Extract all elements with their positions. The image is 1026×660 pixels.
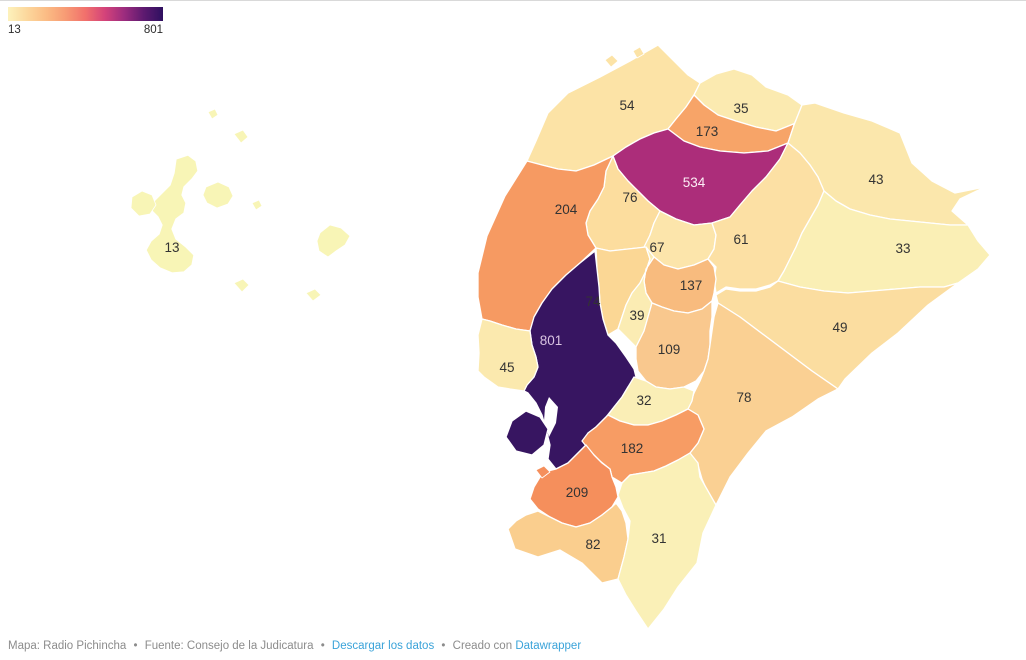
legend-max-label: 801 — [143, 24, 163, 36]
region-label-43: 43 — [868, 172, 883, 187]
region-label-76: 76 — [622, 190, 637, 205]
map-credit: Mapa: Radio Pichincha — [8, 640, 127, 652]
map-region-39[interactable] — [617, 246, 655, 348]
map-region-209-islet[interactable] — [535, 465, 551, 479]
region-label-39: 39 — [629, 308, 644, 323]
region-label-49: 49 — [832, 320, 847, 335]
legend-gradient-bar — [8, 7, 163, 21]
map-region-13-floreana[interactable] — [233, 278, 250, 293]
region-label-31: 31 — [651, 531, 666, 546]
map-region-54-islet-b[interactable] — [632, 46, 645, 59]
map-region-45[interactable] — [477, 318, 539, 392]
map-region-31[interactable] — [617, 452, 717, 630]
region-label-182: 182 — [621, 441, 644, 456]
map-region-13-fernandina[interactable] — [130, 190, 157, 217]
map-region-13-santa-cruz[interactable] — [202, 181, 234, 209]
map-region-82[interactable] — [507, 502, 629, 584]
separator: • — [133, 640, 138, 652]
region-label-67: 67 — [649, 240, 664, 255]
map-region-13-espanola[interactable] — [305, 288, 322, 302]
map-region-13-marchena[interactable] — [233, 129, 249, 144]
source-credit: Fuente: Consejo de la Judicatura — [144, 640, 314, 652]
map-region-13-san-cristobal[interactable] — [316, 224, 351, 258]
download-data-link[interactable]: Descargar los datos — [331, 640, 435, 652]
map-region-13-isabela[interactable] — [145, 154, 199, 274]
region-label-32: 32 — [636, 393, 651, 408]
map-region-13-pinta[interactable] — [207, 108, 219, 120]
region-value-labels: 13 54 35 173 43 534 76 204 67 61 33 137 … — [164, 98, 910, 552]
region-label-78: 78 — [736, 390, 751, 405]
datawrapper-link[interactable]: Datawrapper — [515, 640, 582, 652]
region-label-209: 209 — [566, 485, 589, 500]
map-region-78[interactable] — [687, 302, 839, 506]
region-label-109: 109 — [658, 342, 681, 357]
region-label-74: 74 — [585, 294, 601, 309]
color-legend: 13 801 — [8, 7, 163, 37]
region-label-82: 82 — [585, 537, 600, 552]
region-label-35: 35 — [733, 101, 748, 116]
region-label-534: 534 — [683, 175, 706, 190]
created-with-text: Creado con — [452, 640, 513, 652]
region-label-33: 33 — [895, 241, 910, 256]
map-region-54-islet-a[interactable] — [604, 54, 619, 68]
map-region-13-baltra[interactable] — [251, 199, 263, 211]
region-label-54: 54 — [619, 98, 635, 113]
region-label-13: 13 — [164, 240, 179, 255]
map-region-801-puna-island[interactable] — [505, 410, 549, 456]
region-label-137: 137 — [680, 278, 703, 293]
region-label-45: 45 — [499, 360, 514, 375]
separator: • — [320, 640, 325, 652]
legend-min-label: 13 — [8, 24, 21, 36]
region-label-61: 61 — [733, 232, 748, 247]
footer-credits: Mapa: Radio Pichincha • Fuente: Consejo … — [8, 640, 581, 652]
region-label-204: 204 — [555, 202, 578, 217]
region-label-801: 801 — [540, 333, 563, 348]
region-label-173: 173 — [696, 124, 719, 139]
separator: • — [441, 640, 446, 652]
region-group-13 — [130, 108, 351, 302]
legend-ticks: 13 801 — [8, 24, 163, 37]
map-region-109[interactable] — [635, 300, 713, 390]
estuary-water — [544, 397, 558, 437]
